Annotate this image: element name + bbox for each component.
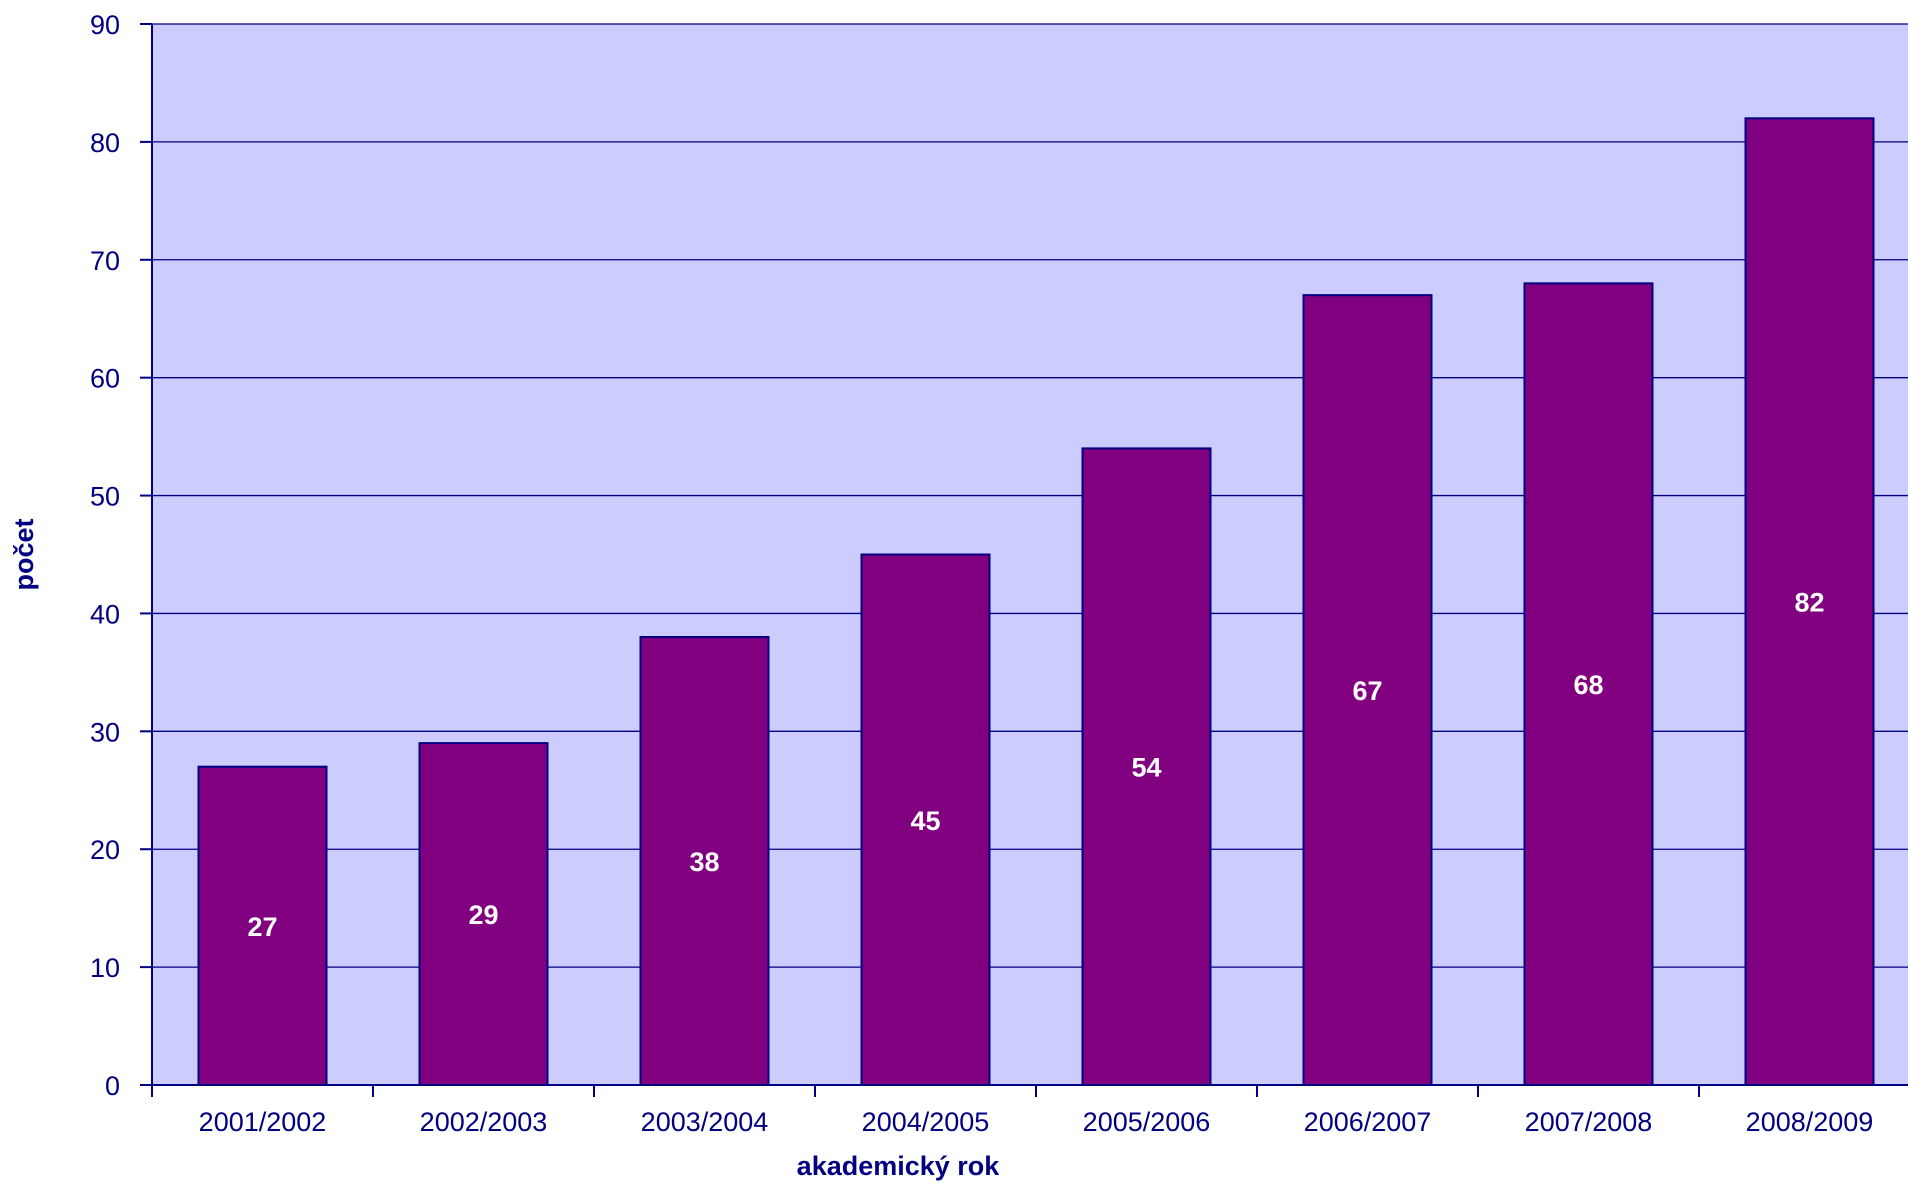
y-tick-label: 30	[90, 717, 120, 747]
y-tick-label: 70	[90, 246, 120, 276]
bar	[197, 765, 328, 1086]
bar	[418, 742, 549, 1086]
bar-data-label: 67	[1352, 676, 1382, 706]
x-tick-label: 2005/2006	[1083, 1107, 1211, 1137]
bar-data-label: 68	[1573, 670, 1603, 700]
y-tick-label: 20	[90, 835, 120, 865]
y-tick-label: 80	[90, 128, 120, 158]
x-tick-label: 2001/2002	[199, 1107, 327, 1137]
x-tick-label: 2004/2005	[862, 1107, 990, 1137]
bar	[639, 636, 770, 1086]
bar-data-label: 29	[468, 900, 498, 930]
bars	[197, 117, 1875, 1087]
bar	[1523, 282, 1654, 1087]
bar-data-label: 38	[689, 847, 719, 877]
y-tick-labels: 0 10 20 30 40 50 60 70 80 90	[90, 10, 120, 1101]
x-axis-title: akademický rok	[797, 1151, 1001, 1181]
bar	[860, 553, 991, 1086]
bar	[1744, 117, 1875, 1087]
bar-data-label: 45	[910, 806, 940, 836]
bar-data-label: 82	[1794, 588, 1824, 618]
bar-data-label: 54	[1131, 753, 1161, 783]
x-tick-label: 2007/2008	[1525, 1107, 1653, 1137]
x-tick-labels: 2001/2002 2002/2003 2003/2004 2004/2005 2005…	[199, 1107, 1874, 1137]
y-tick-label: 60	[90, 364, 120, 394]
y-tick-label: 90	[90, 10, 120, 40]
bar	[1081, 447, 1212, 1086]
y-tick-label: 50	[90, 482, 120, 512]
x-tick-label: 2003/2004	[641, 1107, 769, 1137]
y-tick-label: 40	[90, 599, 120, 629]
axes	[140, 23, 1908, 1097]
bar-data-label: 27	[247, 912, 277, 942]
x-tick-label: 2006/2007	[1304, 1107, 1432, 1137]
x-tick-label: 2008/2009	[1746, 1107, 1874, 1137]
y-tick-label: 10	[90, 953, 120, 983]
y-tick-label: 0	[105, 1071, 120, 1101]
bar-data-labels: 27 29 38 45 54 67 68 82	[247, 588, 1824, 942]
x-tick-label: 2002/2003	[420, 1107, 548, 1137]
y-axis-title: počet	[9, 518, 39, 590]
